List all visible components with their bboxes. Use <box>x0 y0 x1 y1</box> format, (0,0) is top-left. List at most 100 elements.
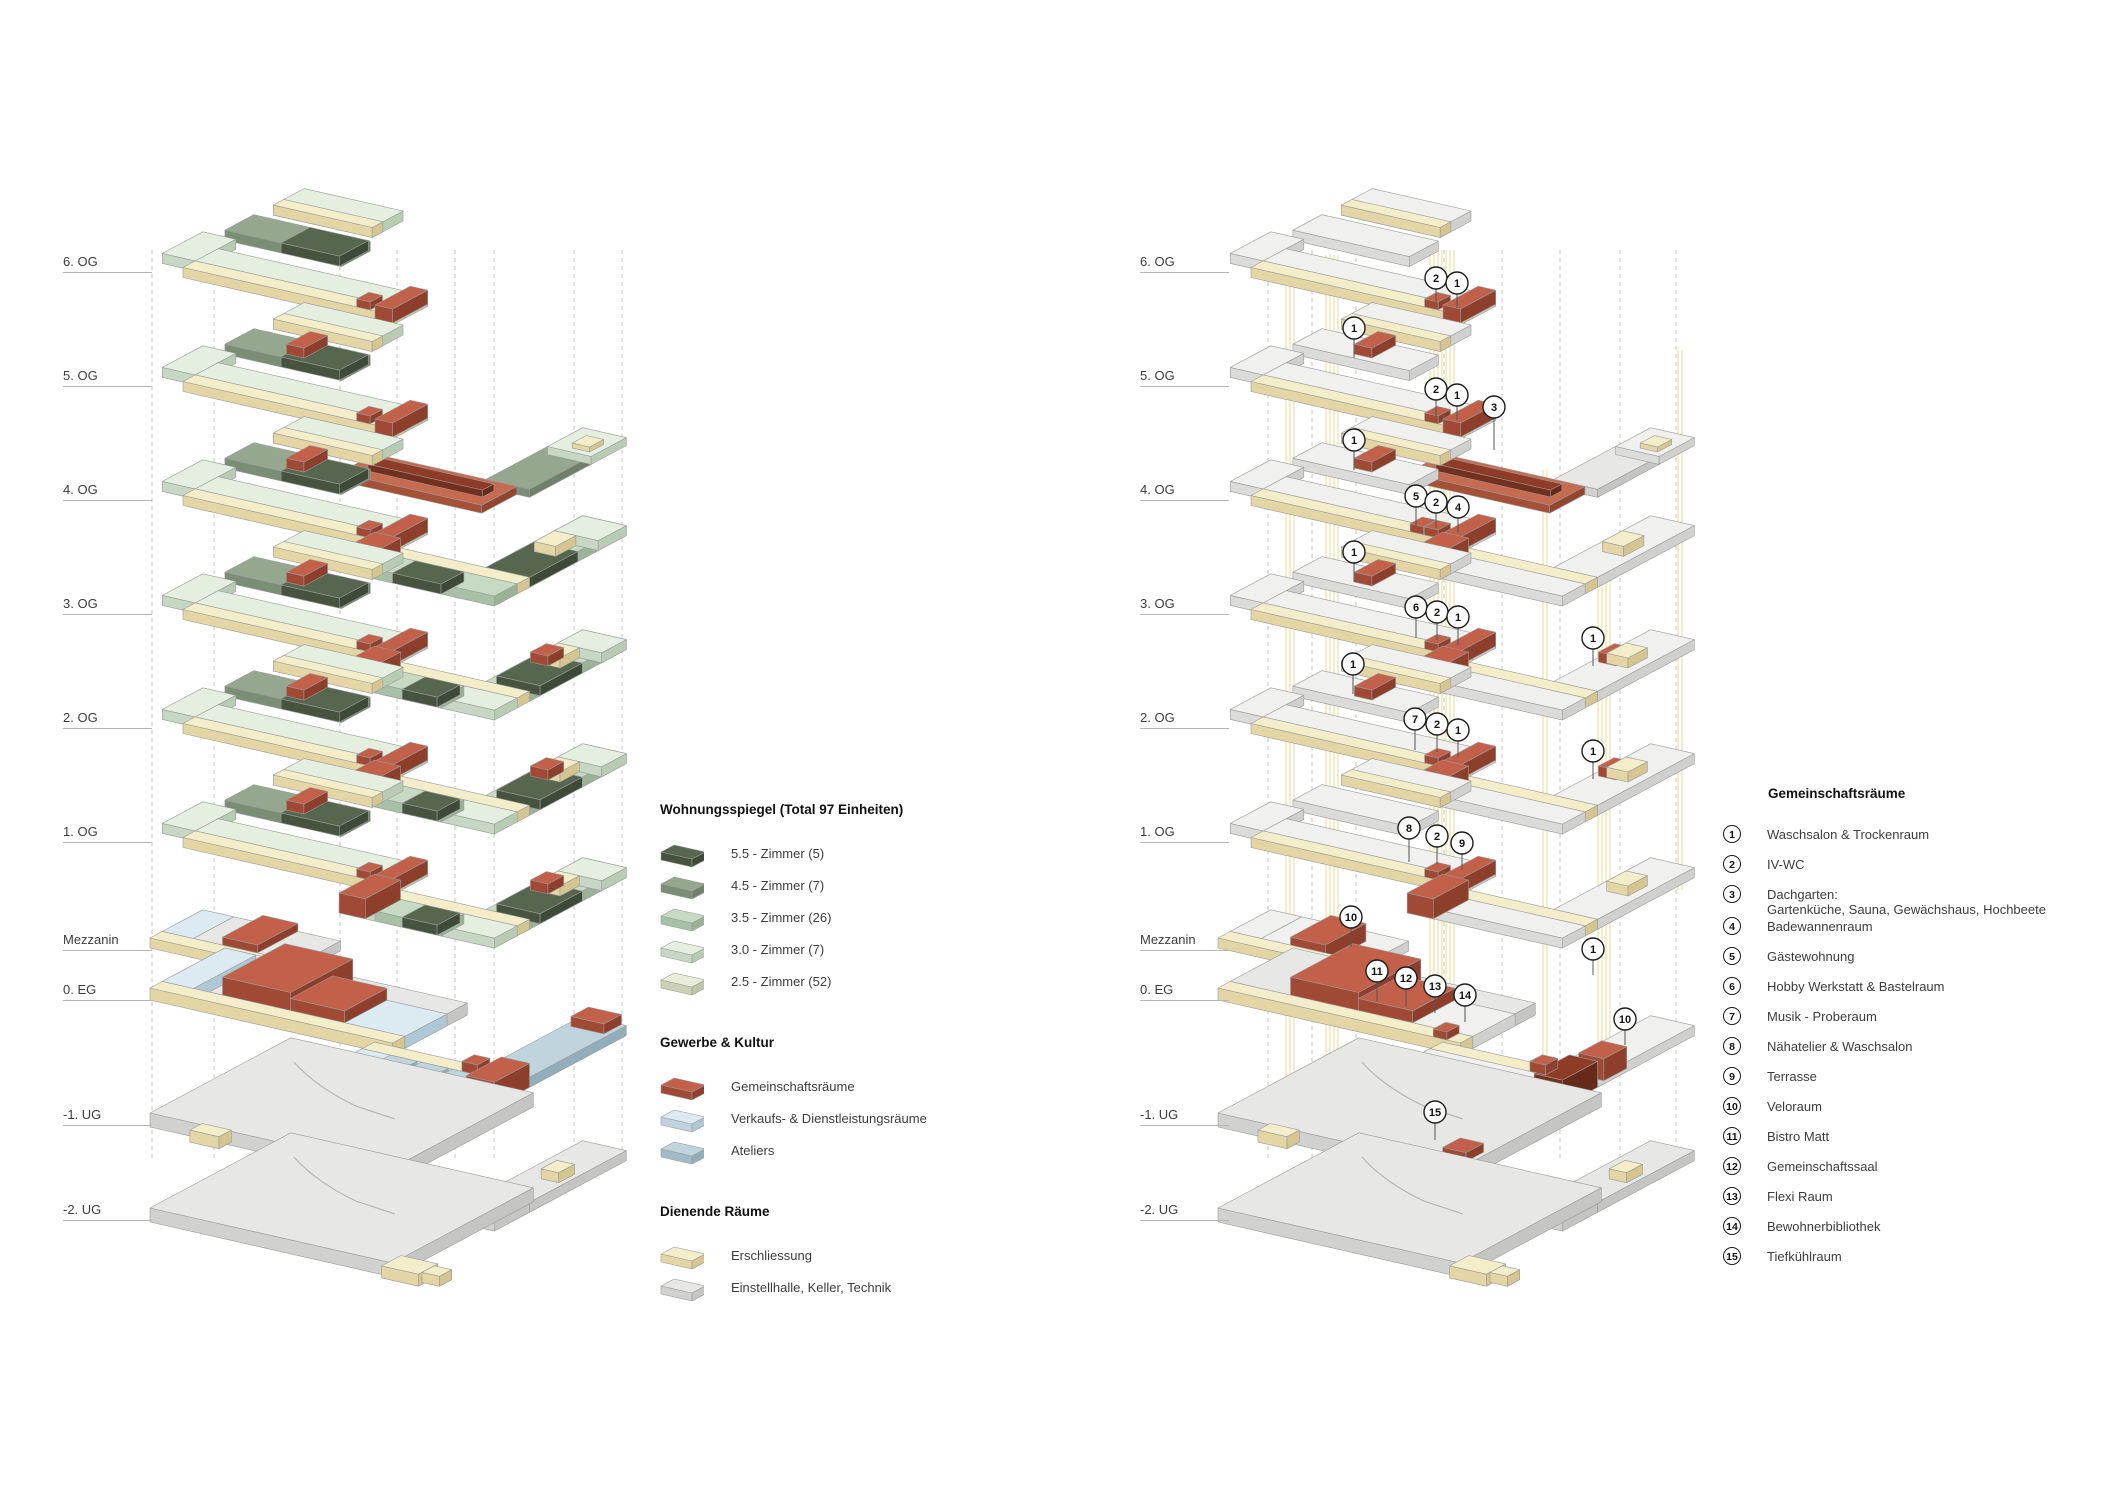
legend-item-label: Verkaufs- & Dienstleistungsräume <box>731 1110 927 1126</box>
community-room-number-icon: 5 <box>1723 947 1741 965</box>
floor-label-mezzanin: Mezzanin <box>1140 932 1229 951</box>
floor-label-1-og: 1. OG <box>63 824 152 843</box>
left-axonometric-floor-plate <box>149 1132 534 1287</box>
slab-face-top <box>1341 313 1452 342</box>
community-room-item-8: 8 Nähatelier & Waschsalon <box>1723 1037 2093 1067</box>
community-room-item-12: 12 Gemeinschaftssaal <box>1723 1157 2093 1187</box>
slab-face-top <box>162 573 237 604</box>
slab-face-top <box>1424 861 1451 873</box>
legend-community-rooms-items: 1 Waschsalon & Trockenraum 2 IV-WC 3 Dachgart… <box>1723 825 2093 1277</box>
community-room-label: Hobby Werkstatt & Bastelraum <box>1767 979 1945 994</box>
slab-face-top <box>1639 435 1672 448</box>
callout-number: 5 <box>1413 491 1419 503</box>
community-room-label: Badewannenraum <box>1767 919 1873 934</box>
community-room-item-13: 13 Flexi Raum <box>1723 1187 2093 1217</box>
callout-circle <box>1446 718 1470 742</box>
callout-circle <box>1342 316 1366 340</box>
slab-face-top <box>1217 1132 1602 1264</box>
legend-item-label: Erschliessung <box>731 1247 812 1263</box>
left-axonometric-floor-plates <box>149 188 627 1287</box>
slab-face-top <box>1230 459 1305 490</box>
callout-circle <box>1394 966 1418 990</box>
callout-circle <box>1339 905 1363 929</box>
callout-number: 13 <box>1429 981 1441 993</box>
slab-face-top <box>1230 345 1305 376</box>
callout-number: 3 <box>1491 402 1497 414</box>
slab-face-top <box>1341 199 1452 228</box>
callout-number: 14 <box>1459 990 1472 1002</box>
slab-face-top <box>571 435 605 448</box>
slab-face-top <box>272 541 384 570</box>
community-room-item-11: 11 Bistro Matt <box>1723 1127 2093 1157</box>
callout-number: 10 <box>1619 1014 1631 1026</box>
slab-face-top <box>1230 687 1305 718</box>
community-room-number-icon: 14 <box>1723 1217 1741 1235</box>
slab-face-top <box>554 515 627 541</box>
callout-number: 2 <box>1434 831 1440 843</box>
callout-number: 6 <box>1413 602 1419 614</box>
callout-number: 1 <box>1455 725 1461 737</box>
legend-item-4-5-zimmer-7-: 4.5 - Zimmer (7) <box>660 869 1020 901</box>
slab-face-top <box>660 972 704 988</box>
floor-label-2-og: 2. OG <box>1140 710 1229 729</box>
community-room-label: Waschsalon & Trockenraum <box>1767 827 1930 842</box>
floor-label-5-og: 5. OG <box>1140 368 1229 387</box>
slab-face-top <box>1354 559 1396 577</box>
community-room-label: IV-WC <box>1767 857 1805 872</box>
legend-item-label: Gemeinschaftsräume <box>731 1078 855 1094</box>
community-room-number-icon: 1 <box>1723 825 1741 843</box>
legend-item-label: 5.5 - Zimmer (5) <box>731 845 825 861</box>
slab-face-top <box>222 915 299 946</box>
slab-face-top <box>1606 870 1648 887</box>
slab-face-top <box>421 1265 453 1277</box>
community-room-number-icon: 7 <box>1723 1007 1741 1025</box>
community-room-number-icon: 9 <box>1723 1067 1741 1085</box>
legend-section-0: Wohnungsspiegel (Total 97 Einheiten) 5.5 … <box>660 802 1020 997</box>
legend-chip-g45-icon <box>660 876 704 899</box>
left-axonometric-floor-plate <box>149 943 627 1107</box>
callout-number: 1 <box>1351 547 1357 559</box>
slab-face-top <box>1230 801 1305 832</box>
slab-face-top <box>401 904 461 926</box>
callout-circle <box>1446 605 1470 629</box>
right-axonometric-floor-plate <box>1230 530 1695 721</box>
parking-ramp-line <box>1361 1156 1463 1215</box>
legend-chip-blueg-icon <box>660 1141 704 1164</box>
slab-face-top <box>570 1006 622 1025</box>
callout-circle <box>1424 490 1448 514</box>
left-axonometric-floor-plate <box>162 188 429 326</box>
legend-community-rooms-title: Gemeinschaftsräume <box>1768 786 1906 801</box>
legend-section-title: Gewerbe & Kultur <box>660 1035 775 1050</box>
slab-face-top <box>1354 331 1396 349</box>
community-room-label: Gemeinschaftssaal <box>1767 1159 1878 1174</box>
callout-number: 15 <box>1429 1107 1441 1119</box>
callout-circle <box>1446 495 1470 519</box>
slab-face-top <box>1230 231 1305 262</box>
floor-label-4-og: 4. OG <box>1140 482 1229 501</box>
callout-number: 2 <box>1434 607 1440 619</box>
slab-face-top <box>461 1054 491 1066</box>
callout-circle <box>1581 626 1605 650</box>
callout-circle <box>1423 1100 1447 1124</box>
left-axonometric-floor-plate <box>162 302 429 440</box>
slab-face-top <box>660 1077 704 1093</box>
slab-face-top <box>530 643 565 657</box>
slab-face-top <box>1230 573 1305 604</box>
callout-circle <box>1450 831 1474 855</box>
legend-item-erschliessung: Erschliessung <box>660 1239 1020 1271</box>
floor-label-3-og: 3. OG <box>63 596 152 615</box>
callout-number: 1 <box>1590 633 1596 645</box>
floor-label--1-ug: -1. UG <box>1140 1107 1229 1126</box>
legend-item-label: 2.5 - Zimmer (52) <box>731 973 832 989</box>
community-room-number-icon: 6 <box>1723 977 1741 995</box>
slab-face-top <box>401 676 461 698</box>
slab-face-top <box>381 1255 439 1275</box>
slab-face-top <box>660 1278 704 1294</box>
slab-face-top <box>1424 747 1451 759</box>
slab-face-top <box>1217 981 1474 1044</box>
legend-chip-g35-icon <box>660 908 704 931</box>
slab-face-top <box>189 1123 232 1137</box>
slab-face-top <box>1406 873 1469 900</box>
callout-circle <box>1365 959 1389 983</box>
